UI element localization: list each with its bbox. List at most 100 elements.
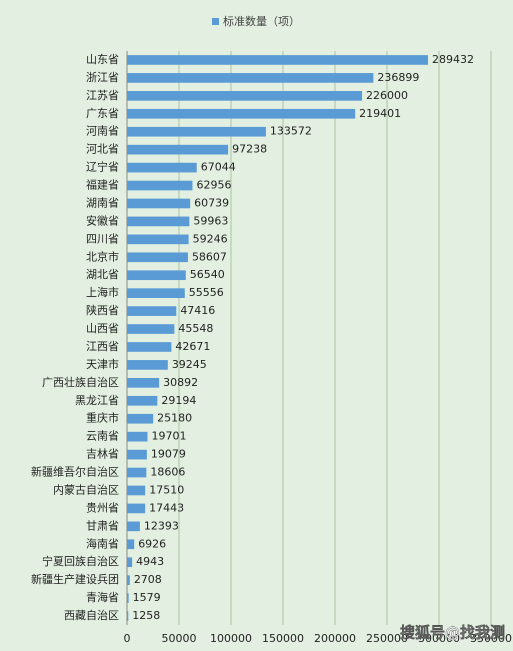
y-tick-label: 辽宁省 <box>86 160 119 174</box>
data-label: 2708 <box>134 573 162 586</box>
data-label: 226000 <box>366 89 408 102</box>
y-tick-label: 吉林省 <box>86 447 119 461</box>
x-tick-label: 200000 <box>314 632 356 645</box>
bar <box>127 449 147 460</box>
y-tick-label: 福建省 <box>86 178 119 192</box>
bar <box>127 162 197 173</box>
bar <box>127 91 363 101</box>
y-tick-label: 广东省 <box>86 107 119 120</box>
x-tick-label: 50000 <box>162 632 197 645</box>
bar <box>127 180 193 191</box>
bar <box>127 593 129 603</box>
y-tick-label: 四川省 <box>86 232 119 245</box>
y-tick-label: 河南省 <box>86 125 119 138</box>
data-label: 47416 <box>180 304 215 317</box>
data-label: 219401 <box>359 107 401 120</box>
bar <box>127 539 135 550</box>
watermark: 搜狐号@找我测 <box>400 624 505 642</box>
bar <box>127 611 129 621</box>
bar <box>127 431 148 442</box>
y-tick-label: 黑龙江省 <box>75 394 119 407</box>
bar <box>127 73 374 83</box>
data-label: 12393 <box>144 519 179 532</box>
y-tick-label: 甘肃省 <box>86 519 119 532</box>
data-label: 4943 <box>136 555 164 568</box>
y-tick-label: 山西省 <box>86 322 119 335</box>
y-tick-label: 新疆生产建设兵团 <box>31 572 119 586</box>
y-tick-label: 湖南省 <box>86 196 119 209</box>
data-label: 58607 <box>192 250 227 263</box>
y-tick-label: 云南省 <box>86 430 119 443</box>
bar <box>127 288 185 298</box>
data-label: 56540 <box>190 268 225 281</box>
bar <box>127 467 147 478</box>
bar <box>127 575 130 585</box>
data-label: 1579 <box>133 591 161 604</box>
data-label: 42671 <box>175 340 210 353</box>
y-tick-label: 上海市 <box>86 285 119 299</box>
y-tick-label: 青海省 <box>86 590 119 604</box>
bar <box>127 324 175 334</box>
x-tick-label: 250000 <box>366 632 408 645</box>
y-tick-label: 天津市 <box>86 357 119 371</box>
y-tick-label: 北京市 <box>86 249 119 263</box>
data-label: 97238 <box>232 143 267 156</box>
bar <box>127 413 154 424</box>
y-tick-label: 江苏省 <box>86 89 119 102</box>
bar <box>127 270 186 281</box>
x-tick-label: 150000 <box>262 632 304 645</box>
y-tick-label: 宁夏回族自治区 <box>42 554 119 568</box>
data-label: 30892 <box>163 376 198 389</box>
bar <box>127 557 133 568</box>
y-tick-label: 重庆市 <box>86 411 119 425</box>
y-tick-label: 贵州省 <box>86 501 119 514</box>
data-label: 6926 <box>138 537 166 550</box>
y-tick-label: 新疆维吾尔自治区 <box>31 465 119 479</box>
data-label: 67044 <box>201 161 236 174</box>
y-tick-label: 安徽省 <box>86 213 119 227</box>
y-tick-label: 陕西省 <box>86 303 119 317</box>
bar <box>127 306 177 316</box>
data-label: 17443 <box>149 501 184 514</box>
y-tick-label: 湖北省 <box>86 268 119 281</box>
bar <box>127 252 188 263</box>
legend-label: 标准数量（项） <box>223 14 300 28</box>
x-tick-label: 0 <box>124 632 131 645</box>
data-label: 25180 <box>157 412 192 425</box>
bar <box>127 342 172 352</box>
bar <box>127 360 168 370</box>
bar <box>127 378 160 388</box>
y-tick-label: 广西壮族自治区 <box>42 375 119 389</box>
x-tick-label: 350000 <box>470 632 512 645</box>
bar <box>127 234 189 245</box>
bar <box>127 503 146 514</box>
data-label: 45548 <box>178 322 213 335</box>
data-label: 60739 <box>194 196 229 209</box>
x-tick-label: 100000 <box>210 632 252 645</box>
data-label: 29194 <box>161 394 196 407</box>
data-label: 1258 <box>132 609 160 622</box>
data-label: 59246 <box>193 232 228 245</box>
data-label: 236899 <box>377 71 419 84</box>
data-label: 289432 <box>432 53 474 66</box>
data-label: 59963 <box>193 214 228 227</box>
data-label: 55556 <box>189 286 224 299</box>
data-label: 18606 <box>150 466 185 479</box>
bar <box>127 521 140 532</box>
bar <box>127 108 356 119</box>
data-label: 19701 <box>151 430 186 443</box>
bar <box>127 126 266 137</box>
bar <box>127 198 191 209</box>
y-tick-label: 山东省 <box>86 53 119 66</box>
data-label: 39245 <box>172 358 207 371</box>
bar <box>127 144 229 155</box>
bar <box>127 55 429 65</box>
bar <box>127 485 146 496</box>
bar <box>127 395 158 406</box>
x-tick-label: 300000 <box>418 632 460 645</box>
bar <box>127 216 190 227</box>
y-tick-label: 海南省 <box>86 536 119 550</box>
data-label: 19079 <box>151 448 186 461</box>
